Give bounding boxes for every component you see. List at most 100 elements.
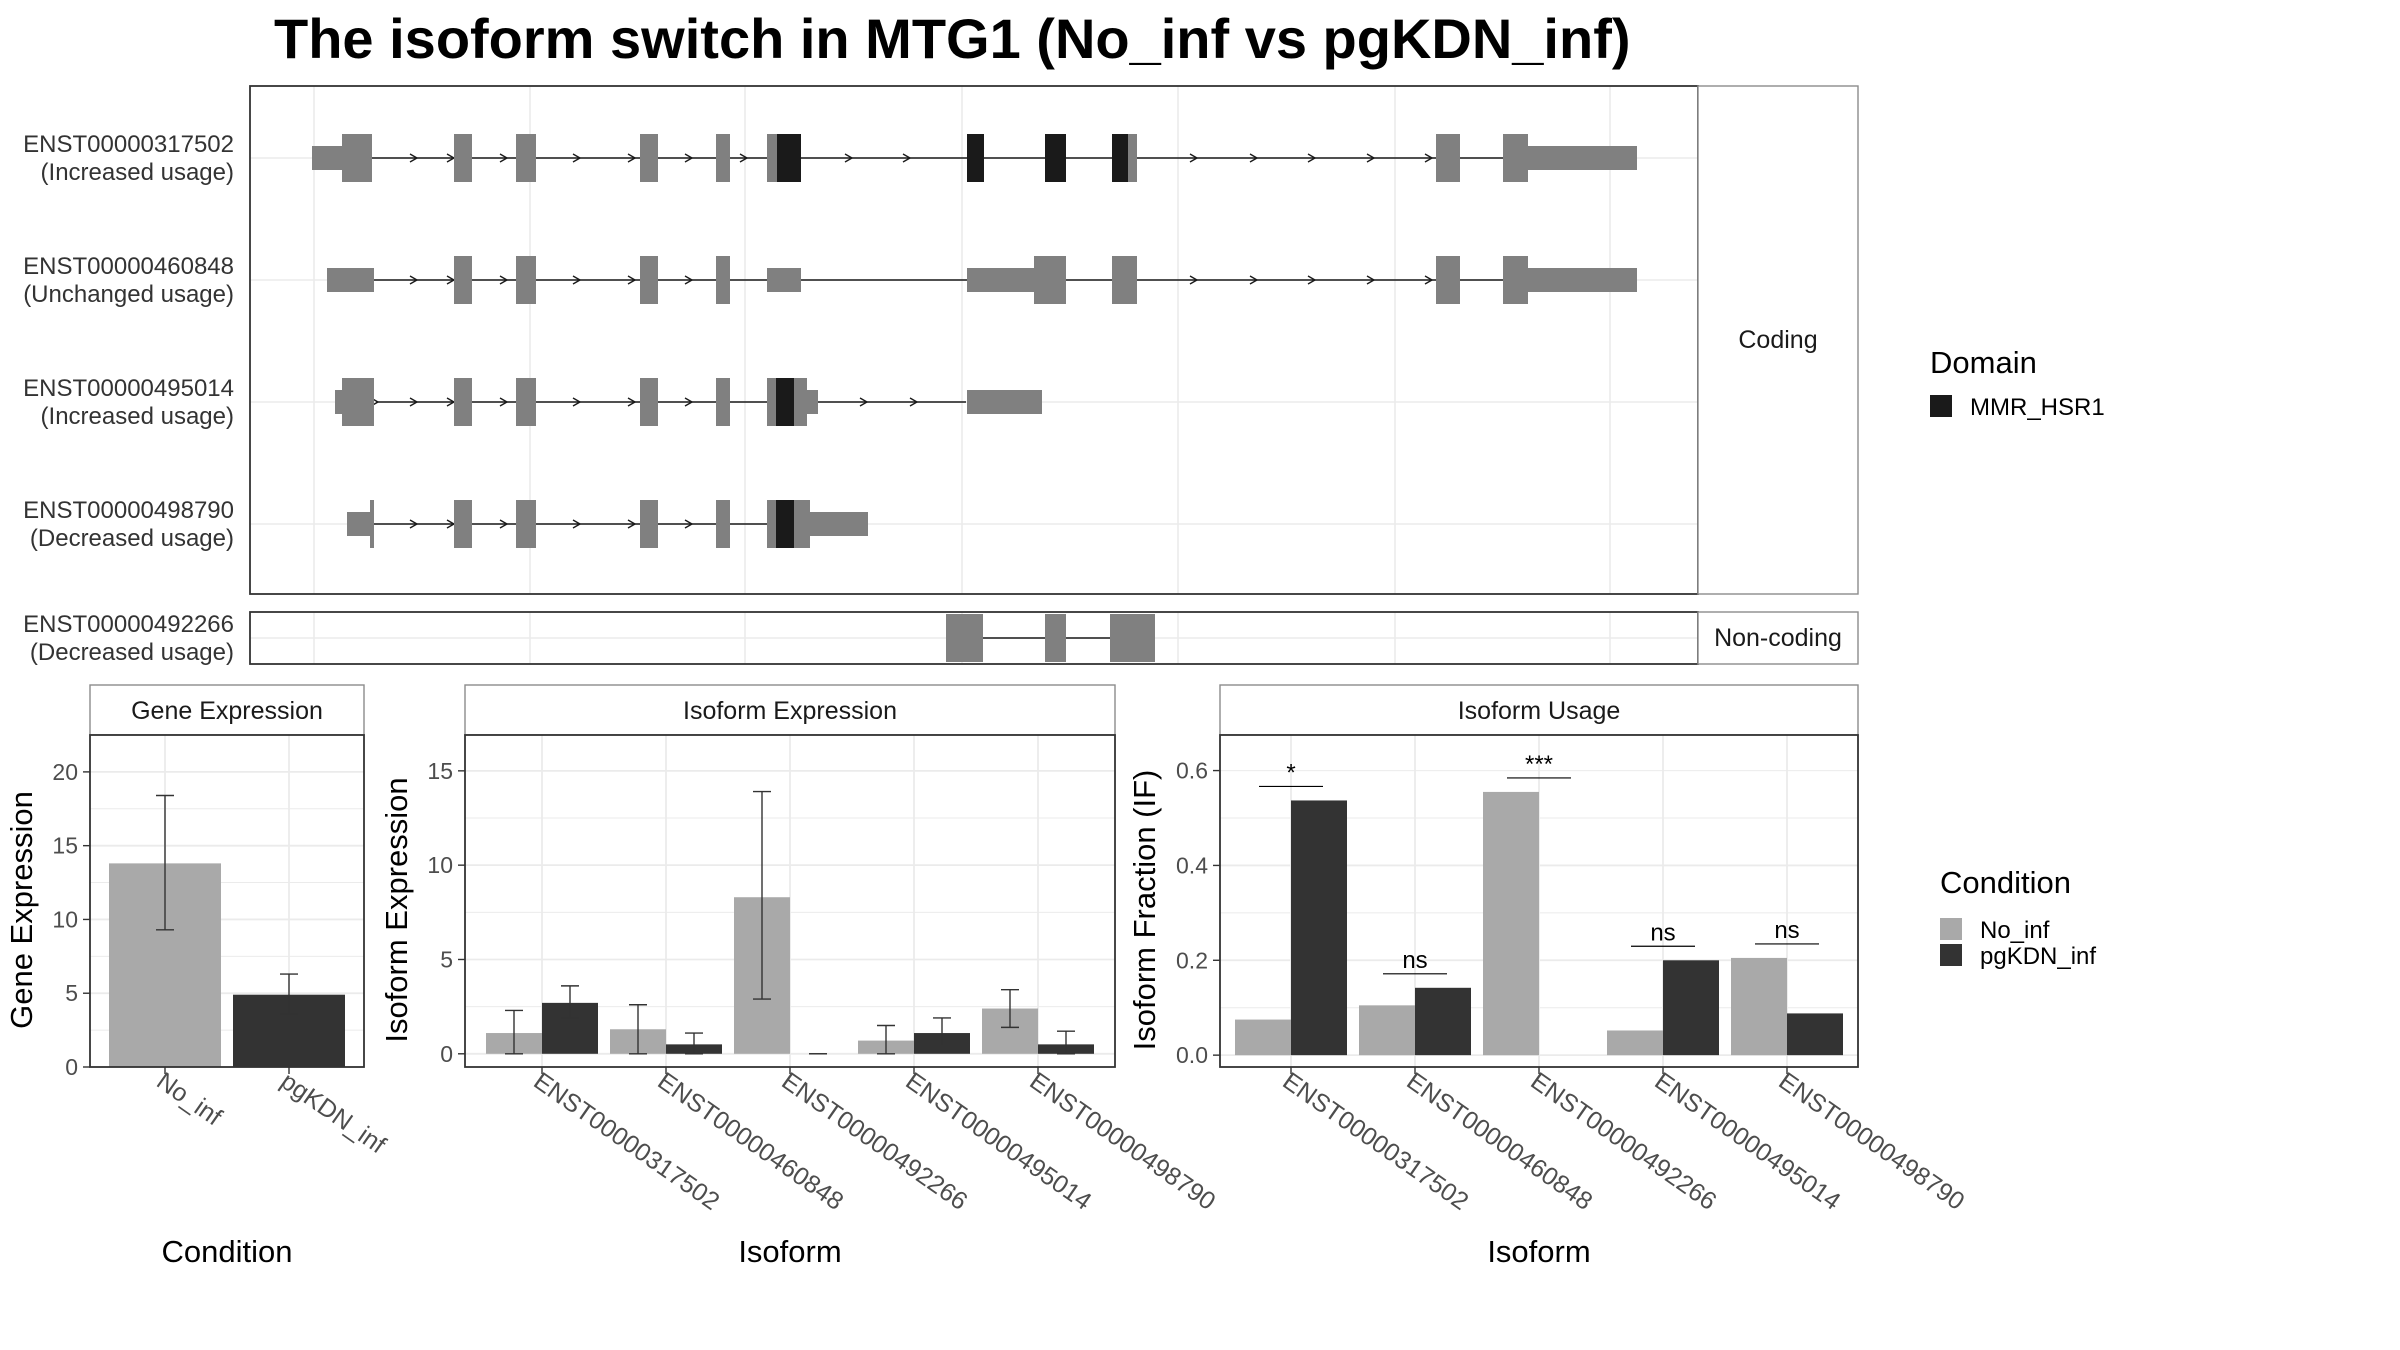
- intron-arrow: [627, 397, 637, 407]
- intron-arrow: [684, 275, 694, 285]
- y-tick-label: 5: [440, 946, 453, 972]
- exon-block: [794, 500, 810, 548]
- structure-panel-coding: Coding: [249, 85, 1859, 595]
- y-tick-label: 15: [427, 758, 453, 784]
- isoform-usage-panel: Isoform Usage Isoform Isoform Fraction (…: [1127, 684, 1970, 1269]
- plot-frame: [89, 734, 365, 1068]
- isoform-expression-strip: [464, 684, 1116, 736]
- y-tick-label: 0: [65, 1054, 78, 1080]
- condition-legend-label: No_inf: [1980, 917, 2050, 944]
- intron-arrow: [627, 153, 637, 163]
- exon-block: [1503, 134, 1528, 182]
- domain-block: [967, 134, 984, 182]
- exon-block: [516, 378, 536, 426]
- exon-block: [454, 134, 472, 182]
- domain-block: [776, 378, 794, 426]
- gene-expression-strip: [89, 684, 365, 736]
- isoform-usage-strip-title: Isoform Usage: [1458, 697, 1621, 725]
- figure-title: The isoform switch in MTG1 (No_inf vs pg…: [274, 7, 1631, 70]
- exon-block: [516, 134, 536, 182]
- exon-block: [454, 500, 472, 548]
- significance-label: ns: [1774, 917, 1799, 944]
- coding-strip: [1697, 85, 1859, 595]
- exon-block: [1034, 256, 1066, 304]
- intron-arrow: [1307, 275, 1317, 285]
- isoform-label-status: (Decreased usage): [30, 639, 234, 666]
- exon-block: [767, 378, 776, 426]
- bar: [1235, 1019, 1291, 1056]
- structure-panel-noncoding: Non-coding: [249, 611, 1859, 665]
- intron-arrow: [684, 153, 694, 163]
- exon-block: [640, 256, 658, 304]
- y-tick-label: 15: [52, 833, 78, 859]
- exon-block: [1045, 614, 1066, 662]
- domain-block: [1112, 134, 1128, 182]
- exon-block: [342, 378, 374, 426]
- intron-arrow: [844, 153, 854, 163]
- significance-label: ns: [1650, 919, 1675, 946]
- significance-label: ns: [1402, 947, 1427, 974]
- isoform-usage-y-label: Isoform Fraction (IF): [1127, 770, 1162, 1051]
- intron-arrow: [684, 397, 694, 407]
- isoform-expression-strip-title: Isoform Expression: [683, 697, 897, 725]
- intron-arrow: [499, 275, 509, 285]
- noncoding-strip: [1697, 611, 1859, 665]
- exon-block: [347, 512, 370, 536]
- isoform-expression-x-label: Isoform: [738, 1234, 841, 1269]
- exon-block: [454, 256, 472, 304]
- x-tick-label: pgKDN_inf: [276, 1067, 391, 1159]
- coding-strip-label: Coding: [1738, 326, 1817, 354]
- isoform-label-status: (Unchanged usage): [23, 281, 234, 308]
- gene-expression-panel: Gene Expression Condition Gene Expressio…: [4, 684, 391, 1269]
- isoform-usage-strip: [1219, 684, 1859, 736]
- isoform-label-id: ENST00000492266: [23, 611, 234, 638]
- y-tick-label: 5: [65, 980, 78, 1006]
- exon-block: [516, 256, 536, 304]
- intron-arrow: [1189, 153, 1199, 163]
- exon-block: [716, 378, 730, 426]
- intron-arrow: [1249, 153, 1259, 163]
- y-tick-label: 0.6: [1176, 758, 1208, 784]
- exon-block: [794, 378, 807, 426]
- intron-arrow: [499, 519, 509, 529]
- isoform-label-status: (Increased usage): [41, 159, 234, 186]
- exon-block: [516, 500, 536, 548]
- intron-arrow: [572, 397, 582, 407]
- isoform-usage-x-label: Isoform: [1487, 1234, 1590, 1269]
- exon-block: [967, 268, 1034, 292]
- bar: [1787, 1013, 1843, 1056]
- isoform-expression-panel: Isoform Expression Isoform Isoform Expre…: [379, 684, 1221, 1269]
- bar: [1607, 1030, 1663, 1056]
- condition-legend-label: pgKDN_inf: [1980, 943, 2096, 970]
- exon-block: [967, 390, 1042, 414]
- exon-block: [640, 378, 658, 426]
- intron-arrow: [859, 397, 869, 407]
- x-tick-label: No_inf: [152, 1067, 227, 1131]
- y-tick-label: 0: [440, 1041, 453, 1067]
- y-tick-label: 0.2: [1176, 947, 1208, 973]
- exon-block: [640, 500, 658, 548]
- exon-block: [1112, 256, 1137, 304]
- exon-block: [716, 500, 730, 548]
- y-tick-label: 10: [52, 906, 78, 932]
- isoform-label-status: (Decreased usage): [30, 525, 234, 552]
- bar: [1291, 800, 1347, 1056]
- exon-block: [327, 268, 374, 292]
- exon-block: [767, 134, 777, 182]
- domain-legend: Domain MMR_HSR1: [1930, 345, 2105, 421]
- domain-legend-label: MMR_HSR1: [1970, 394, 2105, 421]
- y-tick-label: 10: [427, 852, 453, 878]
- exon-block: [335, 390, 342, 414]
- intron-arrow: [572, 275, 582, 285]
- intron-arrow: [572, 153, 582, 163]
- intron-arrow: [1366, 153, 1376, 163]
- intron-arrow: [909, 397, 919, 407]
- intron-arrow: [499, 397, 509, 407]
- isoform-label-id: ENST00000317502: [23, 131, 234, 158]
- intron-arrow: [572, 519, 582, 529]
- exon-block: [1436, 134, 1460, 182]
- gene-expression-strip-title: Gene Expression: [131, 697, 323, 725]
- intron-arrow: [499, 153, 509, 163]
- y-tick-label: 20: [52, 759, 78, 785]
- exon-block: [1436, 256, 1460, 304]
